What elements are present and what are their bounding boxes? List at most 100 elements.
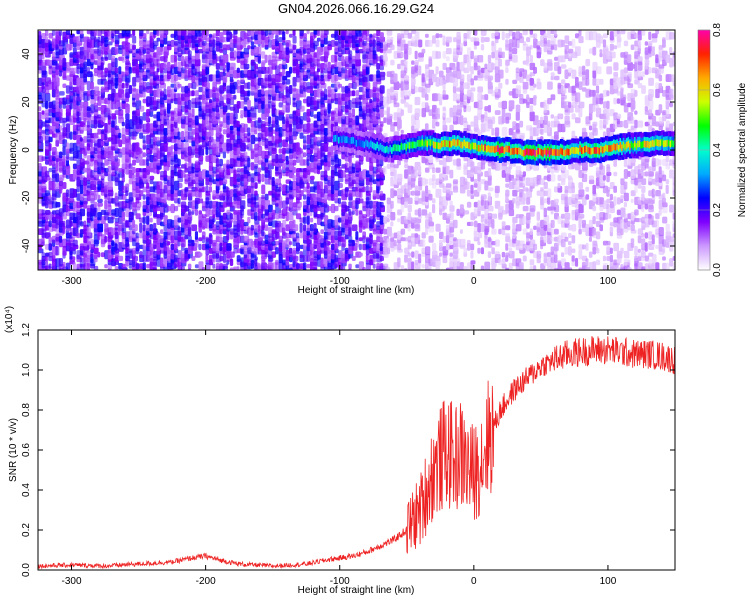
noise-cell <box>466 61 471 72</box>
noise-cell <box>219 201 224 208</box>
noise-cell <box>310 243 315 251</box>
noise-cell <box>480 30 487 36</box>
noise-cell <box>498 228 502 235</box>
noise-cell <box>139 222 143 233</box>
noise-cell <box>466 239 471 247</box>
noise-cell <box>208 186 212 193</box>
noise-cell <box>233 113 238 120</box>
noise-cell <box>146 30 150 35</box>
noise-cell <box>114 30 120 35</box>
noise-cell <box>400 129 404 134</box>
noise-cell <box>247 185 251 194</box>
noise-cell <box>104 171 109 177</box>
noise-cell <box>58 71 62 77</box>
noise-cell <box>421 48 426 54</box>
noise-cell <box>132 174 136 181</box>
noise-cell <box>247 157 251 168</box>
noise-cell <box>484 261 491 270</box>
noise-cell <box>515 224 522 232</box>
noise-cell <box>498 47 502 55</box>
noise-cell <box>51 235 57 243</box>
noise-cell <box>435 39 440 48</box>
noise-cell <box>289 123 292 133</box>
noise-cell <box>494 86 499 93</box>
noise-cell <box>198 252 203 257</box>
noise-cell <box>79 158 85 167</box>
noise-cell <box>146 82 150 90</box>
noise-cell <box>93 37 98 43</box>
noise-cell <box>303 54 307 63</box>
noise-cell <box>261 213 266 219</box>
noise-cell <box>428 235 434 243</box>
noise-cell <box>97 46 101 56</box>
noise-cell <box>407 90 412 97</box>
noise-cell <box>139 171 143 177</box>
noise-cell <box>459 229 463 234</box>
noise-cell <box>219 215 224 225</box>
noise-cell <box>337 197 341 204</box>
noise-cell <box>107 181 113 190</box>
noise-cell <box>491 90 496 97</box>
noise-cell <box>41 252 46 258</box>
noise-cell <box>51 216 57 224</box>
noise-cell <box>341 55 345 62</box>
noise-cell <box>45 243 50 250</box>
noise-cell <box>470 78 474 86</box>
noise-cell <box>215 63 220 70</box>
noise-cell <box>79 208 86 217</box>
noise-cell <box>282 227 286 236</box>
spectrogram-cells <box>38 30 675 270</box>
noise-cell <box>275 247 279 255</box>
noise-cell <box>445 36 452 43</box>
noise-cell <box>45 100 49 109</box>
noise-cell <box>470 243 475 251</box>
noise-cell <box>128 192 134 202</box>
noise-cell <box>142 216 146 224</box>
noise-cell <box>411 190 415 196</box>
noise-cell <box>174 205 179 212</box>
noise-cell <box>512 54 518 63</box>
noise-cell <box>58 125 63 131</box>
noise-cell <box>470 260 476 265</box>
noise-cell <box>45 190 51 197</box>
noise-cell <box>201 119 206 129</box>
noise-cell <box>121 45 127 50</box>
noise-cell <box>177 42 182 52</box>
noise-cell <box>118 255 124 262</box>
noise-cell <box>146 215 150 225</box>
noise-cell <box>128 259 133 265</box>
noise-cell <box>62 165 67 175</box>
noise-cell <box>421 73 425 83</box>
noise-cell <box>142 135 146 144</box>
noise-cell <box>38 94 42 100</box>
noise-cell <box>491 40 495 47</box>
noise-cell <box>194 115 199 125</box>
noise-cell <box>390 200 394 209</box>
noise-cell <box>473 41 480 46</box>
noise-cell <box>435 121 440 127</box>
noise-cell <box>365 185 369 194</box>
noise-cell <box>473 178 478 185</box>
noise-cell <box>132 87 136 92</box>
noise-cell <box>449 212 454 221</box>
noise-cell <box>515 111 520 121</box>
noise-cell <box>72 188 77 198</box>
noise-cell <box>414 86 418 93</box>
noise-cell <box>487 116 492 124</box>
noise-cell <box>285 79 291 85</box>
noise-cell <box>222 254 227 263</box>
noise-cell <box>491 228 497 235</box>
noise-cell <box>432 204 436 214</box>
noise-cell <box>139 76 143 81</box>
noise-cell <box>292 219 296 229</box>
noise-cell <box>156 232 160 239</box>
noise-cell <box>289 247 293 254</box>
noise-cell <box>45 92 51 102</box>
noise-cell <box>418 253 422 264</box>
noise-cell <box>45 232 51 239</box>
noise-cell <box>316 37 321 42</box>
noise-cell <box>296 142 300 152</box>
noise-cell <box>86 250 92 260</box>
noise-cell <box>480 36 485 43</box>
noise-cell <box>278 183 282 188</box>
